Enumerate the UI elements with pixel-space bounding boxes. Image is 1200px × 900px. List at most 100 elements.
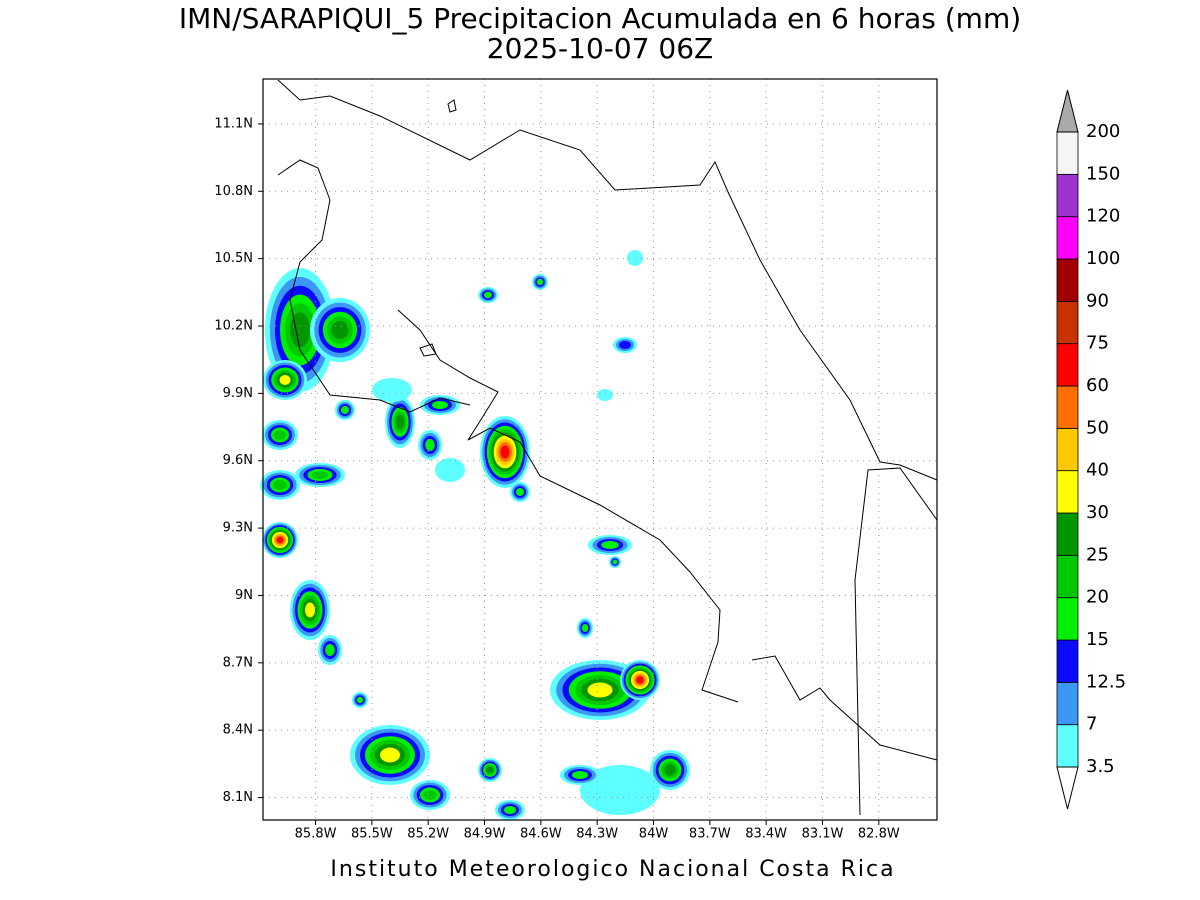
grid <box>258 79 937 825</box>
precip-contour <box>311 471 329 479</box>
colorbar-box <box>1056 343 1079 387</box>
colorbar-label: 200 <box>1086 121 1120 142</box>
precip-contour <box>597 389 613 401</box>
precip-contour <box>627 250 643 266</box>
precip-contour <box>395 414 405 430</box>
precip-contour <box>619 341 631 349</box>
colorbar-label: 120 <box>1086 206 1120 227</box>
precip-contour <box>486 766 494 774</box>
coastline <box>751 655 938 761</box>
colorbar-box <box>1056 597 1079 641</box>
colorbar-box <box>1056 173 1079 218</box>
precip-contour <box>356 696 364 704</box>
colorbar-box <box>1056 258 1079 302</box>
y-tick-label: 10.2N <box>214 319 253 334</box>
x-tick-label: 85.2W <box>407 827 449 842</box>
colorbar-box <box>1056 216 1079 260</box>
coastline <box>277 159 471 413</box>
y-tick-label: 9N <box>235 588 253 603</box>
subtitle: 2025-10-07 06Z <box>487 32 713 65</box>
precip-contour <box>341 406 349 414</box>
precip-contour <box>425 439 435 451</box>
map-frame <box>262 78 938 821</box>
precip-contour <box>331 320 349 340</box>
colorbar-label: 90 <box>1086 290 1109 311</box>
coastline <box>277 79 938 481</box>
x-tick-label: 84.6W <box>520 827 562 842</box>
precip-contour <box>601 541 619 549</box>
precip-contour <box>587 682 613 698</box>
colorbar-box <box>1056 131 1079 175</box>
precip-contour <box>536 278 544 286</box>
y-tick-label: 8.4N <box>223 723 253 738</box>
y-tick-label: 8.1N <box>223 790 253 805</box>
y-tick-label: 9.6N <box>223 453 253 468</box>
x-tick-label: 84.3W <box>576 827 618 842</box>
colorbar-label: 25 <box>1086 544 1109 565</box>
coastline <box>397 309 739 703</box>
precip-contour <box>432 401 448 409</box>
x-tick-label: 84.9W <box>464 827 506 842</box>
precip-contour <box>380 747 400 763</box>
precip-contour <box>636 676 644 684</box>
precipitation-field <box>260 250 690 820</box>
island <box>447 99 457 113</box>
precip-contour <box>273 480 287 490</box>
precip-contour <box>580 765 660 815</box>
precip-contour <box>274 430 286 440</box>
y-tick-label: 9.3N <box>223 521 253 536</box>
colorbar-box <box>1056 554 1079 599</box>
colorbar-box <box>1056 300 1079 345</box>
precip-contour <box>516 488 524 496</box>
colorbar-box <box>1056 639 1079 683</box>
x-tick-label: 82.8W <box>858 827 900 842</box>
precip-contour <box>504 806 516 814</box>
colorbar-label: 150 <box>1086 163 1120 184</box>
precip-contour <box>325 644 335 656</box>
precip-contour <box>581 624 589 632</box>
colorbar-label: 50 <box>1086 417 1109 438</box>
precip-contour <box>279 375 291 385</box>
colorbar-label: 3.5 <box>1086 756 1115 777</box>
colorbar-label: 60 <box>1086 375 1109 396</box>
precip-contour <box>372 378 412 402</box>
colorbar-label: 75 <box>1086 333 1109 354</box>
colorbar-label: 30 <box>1086 502 1109 523</box>
colorbar-box <box>1056 385 1079 429</box>
lake-shore <box>419 343 437 357</box>
precip-contour <box>612 559 618 565</box>
x-tick-label: 83.4W <box>745 827 787 842</box>
colorbar-box <box>1056 681 1079 726</box>
precip-contour <box>572 771 588 779</box>
x-tick-label: 85.5W <box>351 827 393 842</box>
y-tick-label: 8.7N <box>223 655 253 670</box>
colorbar-under <box>1056 766 1079 810</box>
precip-contour <box>290 312 310 348</box>
x-tick-label: 83.7W <box>689 827 731 842</box>
y-tick-label: 11.1N <box>214 116 253 131</box>
precip-contour <box>305 602 315 618</box>
y-tick-label: 9.9N <box>223 386 253 401</box>
footer: Instituto Meteorologico Nacional Costa R… <box>330 857 895 882</box>
colorbar-box <box>1056 470 1079 514</box>
precip-contour <box>423 790 437 800</box>
colorbar-label: 20 <box>1086 587 1109 608</box>
y-tick-label: 10.5N <box>214 251 253 266</box>
y-tick-label: 10.8N <box>214 184 253 199</box>
colorbar-over <box>1056 89 1079 133</box>
colorbar-box <box>1056 427 1079 472</box>
title: IMN/SARAPIQUI_5 Precipitacion Acumulada … <box>179 2 1021 35</box>
colorbar-label: 100 <box>1086 248 1120 269</box>
precip-contour <box>276 536 284 544</box>
colorbar-label: 12.5 <box>1086 671 1126 692</box>
precip-contour <box>484 291 492 299</box>
coastlines <box>277 79 938 816</box>
colorbar-label: 15 <box>1086 629 1109 650</box>
x-tick-label: 83.1W <box>802 827 844 842</box>
colorbar-box <box>1056 724 1079 768</box>
colorbar-label: 40 <box>1086 460 1109 481</box>
coastline <box>854 467 938 816</box>
precip-contour <box>500 445 510 459</box>
x-tick-label: 85.8W <box>295 827 337 842</box>
